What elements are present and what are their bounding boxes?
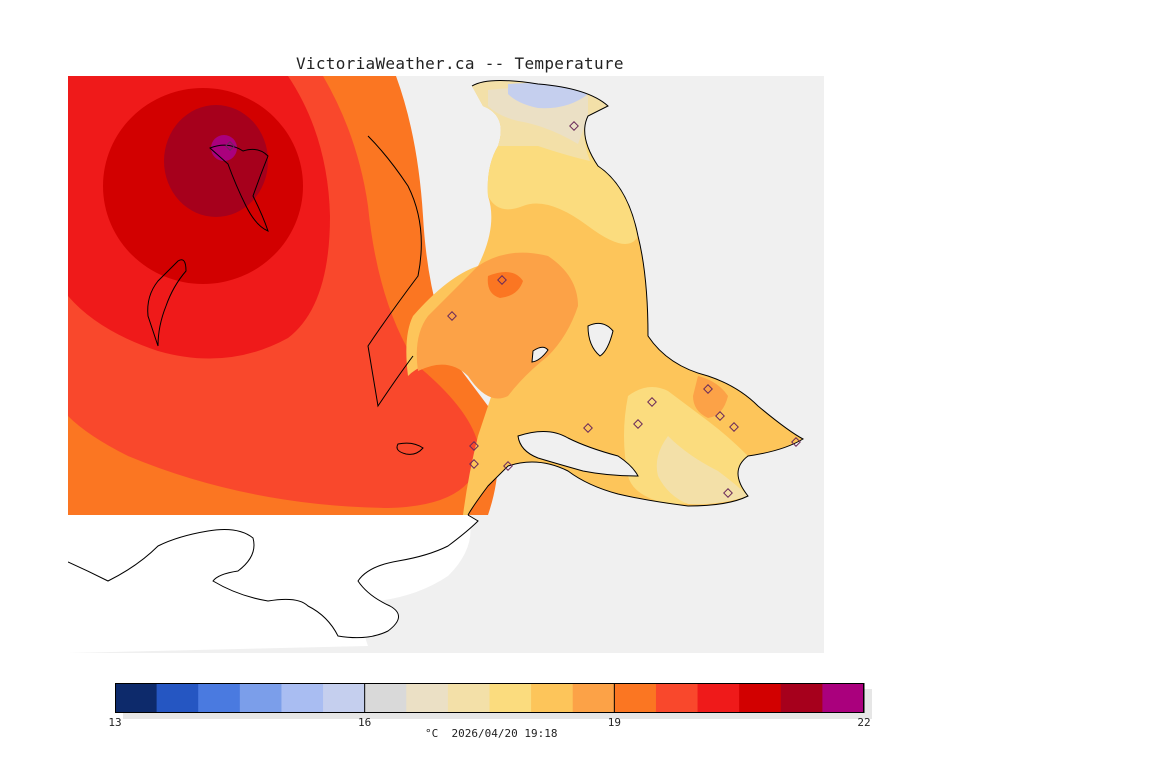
station-marker[interactable] bbox=[715, 411, 725, 421]
color-scale-swatch bbox=[156, 683, 199, 713]
inlet-south bbox=[517, 431, 639, 477]
station-marker[interactable] bbox=[469, 459, 479, 469]
field-peak bbox=[211, 135, 237, 161]
color-scale-swatch bbox=[239, 683, 282, 713]
south-landmass bbox=[68, 514, 479, 639]
color-scale-swatch bbox=[115, 683, 158, 713]
station-marker[interactable] bbox=[469, 441, 479, 451]
color-scale-swatch bbox=[447, 683, 490, 713]
color-scale-swatch bbox=[281, 683, 324, 713]
field-band-22 bbox=[164, 105, 268, 217]
map-title: VictoriaWeather.ca -- Temperature bbox=[296, 54, 624, 73]
station-marker[interactable] bbox=[791, 437, 801, 447]
station-marker[interactable] bbox=[447, 311, 457, 321]
station-marker[interactable] bbox=[583, 423, 593, 433]
color-scale-swatch bbox=[822, 683, 865, 713]
station-marker[interactable] bbox=[503, 461, 513, 471]
east-land-field bbox=[406, 80, 803, 515]
land-cool-pocket-south bbox=[656, 436, 748, 505]
color-scale-swatch bbox=[655, 683, 699, 713]
color-scale-swatch bbox=[614, 683, 657, 713]
station-markers bbox=[225, 121, 801, 498]
color-scale-swatch bbox=[323, 683, 366, 713]
station-marker[interactable] bbox=[633, 419, 643, 429]
temperature-map bbox=[68, 76, 824, 653]
color-scale-swatch bbox=[531, 683, 574, 713]
color-scale-swatch bbox=[739, 683, 782, 713]
color-scale bbox=[114, 683, 875, 727]
map-canvas bbox=[68, 76, 824, 653]
islet-east-1 bbox=[587, 322, 614, 357]
units-and-timestamp: °C 2026/04/20 19:18 bbox=[425, 727, 558, 740]
west-coastline bbox=[367, 135, 422, 408]
station-marker[interactable] bbox=[723, 488, 733, 498]
station-marker[interactable] bbox=[729, 422, 739, 432]
color-scale-swatch bbox=[489, 683, 532, 713]
color-scale-swatch bbox=[697, 683, 740, 713]
station-marker[interactable] bbox=[647, 397, 657, 407]
land-warm-pocket-inner bbox=[487, 272, 523, 298]
color-scale-tick-label: 22 bbox=[857, 716, 871, 729]
station-marker[interactable] bbox=[497, 275, 507, 285]
land-warm-spot-east bbox=[693, 376, 728, 418]
island-north bbox=[209, 144, 269, 232]
station-marker[interactable] bbox=[703, 384, 713, 394]
color-scale-swatch bbox=[364, 683, 407, 713]
land-band-16-17 bbox=[508, 83, 588, 109]
east-coastline bbox=[467, 79, 805, 516]
island-west bbox=[147, 259, 187, 347]
color-scale-tick-label: 16 bbox=[358, 716, 372, 729]
station-marker[interactable] bbox=[225, 141, 235, 151]
color-scale-swatch bbox=[198, 683, 241, 713]
color-scale-swatch bbox=[572, 683, 615, 713]
islet-east-2 bbox=[531, 346, 549, 363]
color-scale-swatch bbox=[780, 683, 823, 713]
color-scale-tick-label: 13 bbox=[108, 716, 122, 729]
station-marker[interactable] bbox=[569, 121, 579, 131]
color-scale-tick-label: 19 bbox=[607, 716, 621, 729]
land-warm-pocket bbox=[416, 252, 578, 399]
islet-south bbox=[396, 442, 424, 455]
color-scale-bar bbox=[114, 683, 872, 719]
color-scale-swatch bbox=[406, 683, 449, 713]
